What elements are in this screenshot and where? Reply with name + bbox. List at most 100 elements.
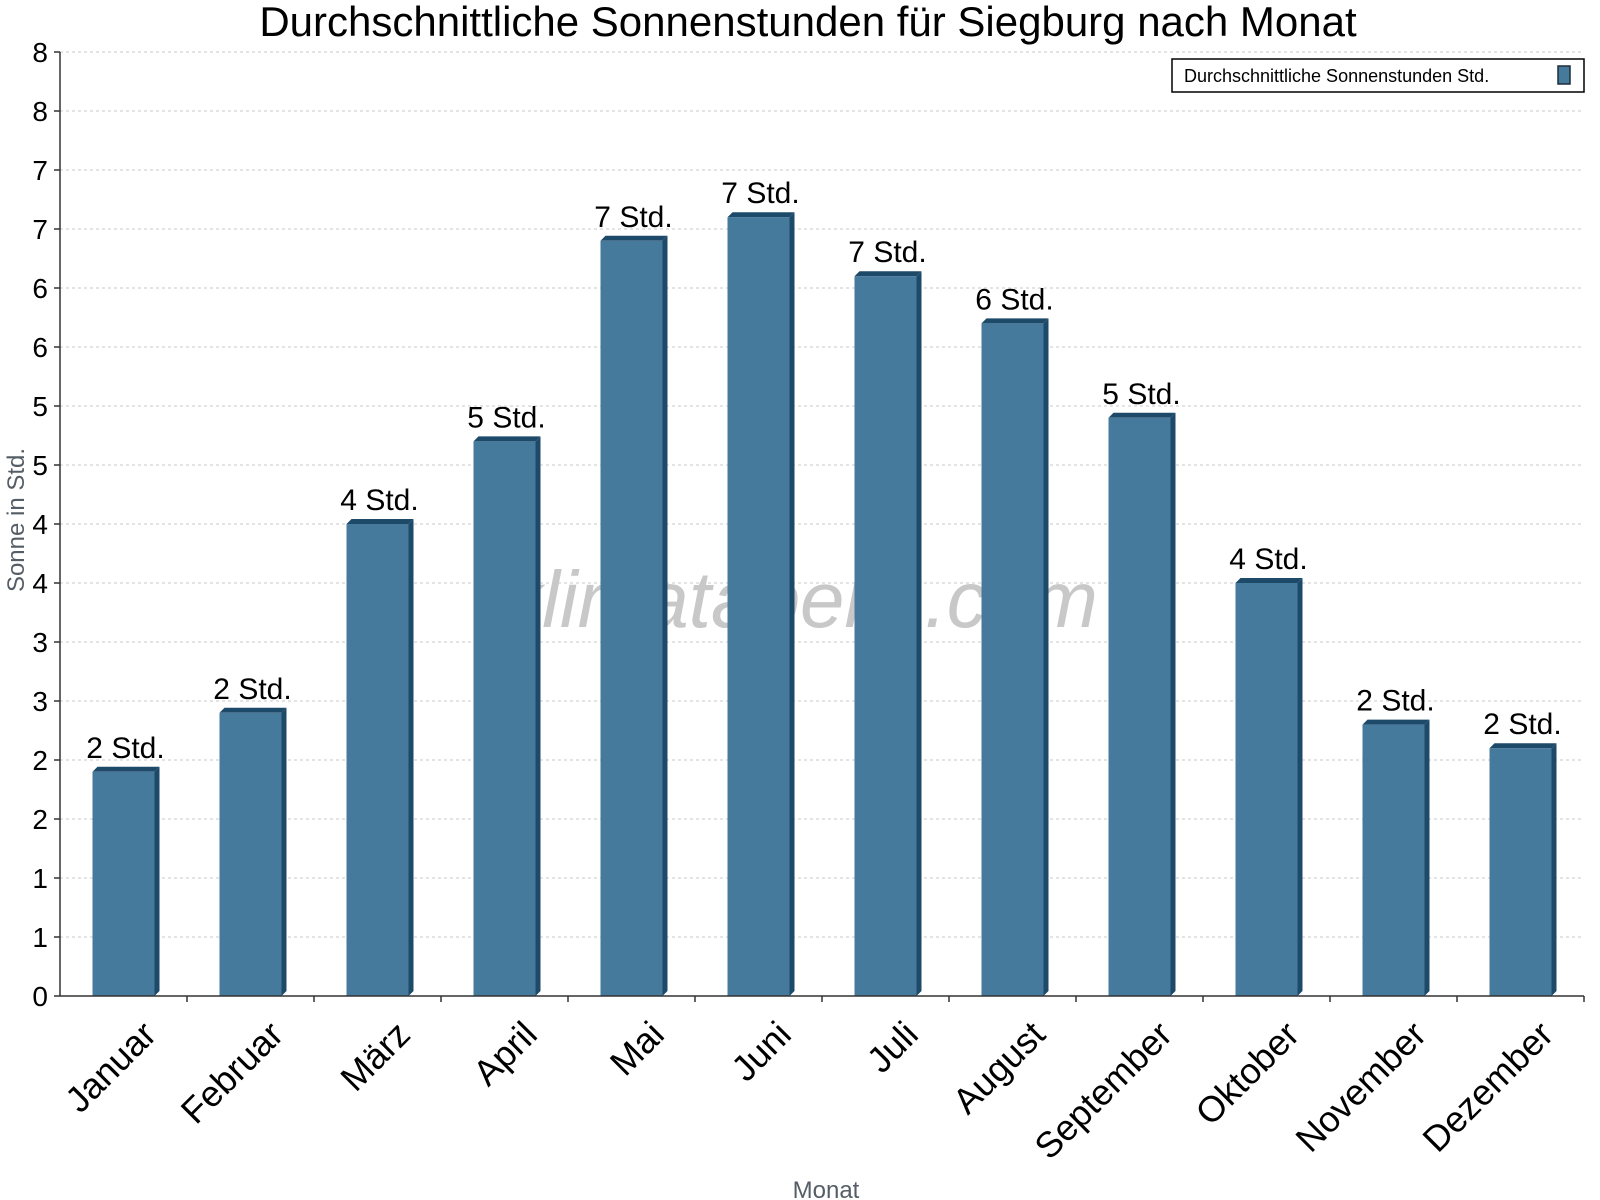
bar-mai <box>600 235 668 997</box>
y-tick-label: 1 <box>32 863 48 894</box>
y-tick-label: 3 <box>32 627 48 658</box>
bar-top <box>854 271 922 277</box>
data-label: 7 Std. <box>721 177 799 210</box>
bar-side <box>1297 578 1303 996</box>
x-tick-label: Februar <box>173 1013 291 1131</box>
y-tick-label: 4 <box>32 568 48 599</box>
bar-top <box>727 212 795 218</box>
y-tick-label: 1 <box>32 922 48 953</box>
x-tick-label: März <box>332 1013 418 1099</box>
bar-top <box>600 235 668 241</box>
bar-oktober <box>1235 578 1303 996</box>
legend-swatch <box>1557 65 1571 85</box>
y-tick-label: 4 <box>32 509 48 540</box>
data-label: 4 Std. <box>1229 543 1307 576</box>
bar-side <box>1424 719 1430 996</box>
data-labels: 2 Std. 2 Std. 4 Std. 5 Std. 7 Std. 7 Std. 7 St… <box>86 177 1561 765</box>
x-axis-label: Monat <box>793 1177 860 1200</box>
bar-august <box>981 318 1049 996</box>
x-tick-label: April <box>465 1013 545 1093</box>
data-label: 2 Std. <box>86 732 164 765</box>
y-tick-label: 8 <box>32 96 48 127</box>
bar-top <box>981 318 1049 324</box>
bar-side <box>154 766 160 996</box>
bar <box>600 240 663 997</box>
x-tick-label: September <box>1026 1013 1180 1167</box>
data-label: 2 Std. <box>213 673 291 706</box>
bar-top <box>92 766 160 772</box>
y-tick-label: 2 <box>32 804 48 835</box>
bar <box>1489 748 1552 996</box>
axes <box>54 51 1585 1002</box>
bar-side <box>408 519 414 996</box>
y-tick-label: 8 <box>32 37 48 68</box>
data-label: 2 Std. <box>1356 685 1434 718</box>
bar-top <box>219 707 287 713</box>
y-tick-label: 5 <box>32 391 48 422</box>
y-tick-label: 0 <box>32 981 48 1012</box>
bar-top <box>1108 412 1176 418</box>
bars-group <box>92 212 1557 997</box>
bar <box>346 524 409 996</box>
legend-box <box>1171 58 1585 93</box>
y-tick-label: 6 <box>32 332 48 363</box>
bar-top <box>1235 578 1303 583</box>
bar-side <box>916 271 922 996</box>
data-label: 4 Std. <box>340 484 418 517</box>
bar <box>1235 583 1298 996</box>
bar-side <box>281 707 287 996</box>
y-tick-label: 7 <box>32 155 48 186</box>
bar-januar <box>92 766 160 996</box>
y-tick-label: 3 <box>32 686 48 717</box>
data-label: 6 Std. <box>975 283 1053 316</box>
data-label: 5 Std. <box>467 401 545 434</box>
bar-juni <box>727 212 795 996</box>
bar <box>727 217 790 996</box>
chart-title: Durchschnittliche Sonnenstunden für Sieg… <box>259 0 1357 45</box>
bar-februar <box>219 707 287 996</box>
x-tick-label: Mai <box>602 1013 672 1083</box>
y-axis-label: Sonne in Std. <box>3 448 30 592</box>
bar <box>92 771 155 996</box>
y-tick-label: 7 <box>32 214 48 245</box>
data-label: 2 Std. <box>1483 708 1561 741</box>
bar-april <box>473 436 541 996</box>
bar-side <box>662 235 668 997</box>
y-tick-label: 2 <box>32 745 48 776</box>
legend: Durchschnittliche Sonnenstunden Std. <box>1171 58 1585 93</box>
bar <box>473 441 536 996</box>
y-tick-label: 5 <box>32 450 48 481</box>
bar-top <box>1489 743 1557 749</box>
grid-lines <box>60 51 1584 938</box>
bar-side <box>535 436 541 996</box>
bar-november <box>1362 719 1430 996</box>
bar-top <box>1362 719 1430 725</box>
x-tick-label: Dezember <box>1414 1013 1560 1159</box>
bar <box>1108 417 1171 996</box>
bar-top <box>473 436 541 442</box>
bar <box>981 323 1044 996</box>
bar-juli <box>854 271 922 996</box>
y-tick-labels: 0 1 1 2 2 3 3 4 4 5 5 6 6 7 7 8 8 <box>32 37 48 1012</box>
data-label: 5 Std. <box>1102 378 1180 411</box>
data-label: 7 Std. <box>848 236 926 269</box>
legend-label: Durchschnittliche Sonnenstunden Std. <box>1184 66 1489 86</box>
x-tick-label: Januar <box>57 1013 164 1120</box>
bar <box>219 712 282 996</box>
bar-september <box>1108 412 1176 996</box>
bar-side <box>789 212 795 996</box>
bar-side <box>1551 743 1557 996</box>
bar-side <box>1170 412 1176 996</box>
x-tick-label: Juni <box>723 1013 799 1089</box>
x-tick-label: August <box>945 1013 1053 1121</box>
y-tick-label: 6 <box>32 273 48 304</box>
bar <box>854 276 917 996</box>
bar-top <box>346 519 414 524</box>
x-tick-label: November <box>1287 1013 1433 1159</box>
bar-side <box>1043 318 1049 996</box>
bar-märz <box>346 519 414 996</box>
bar <box>1362 724 1425 996</box>
x-tick-label: Juli <box>859 1013 926 1080</box>
bar-dezember <box>1489 743 1557 996</box>
